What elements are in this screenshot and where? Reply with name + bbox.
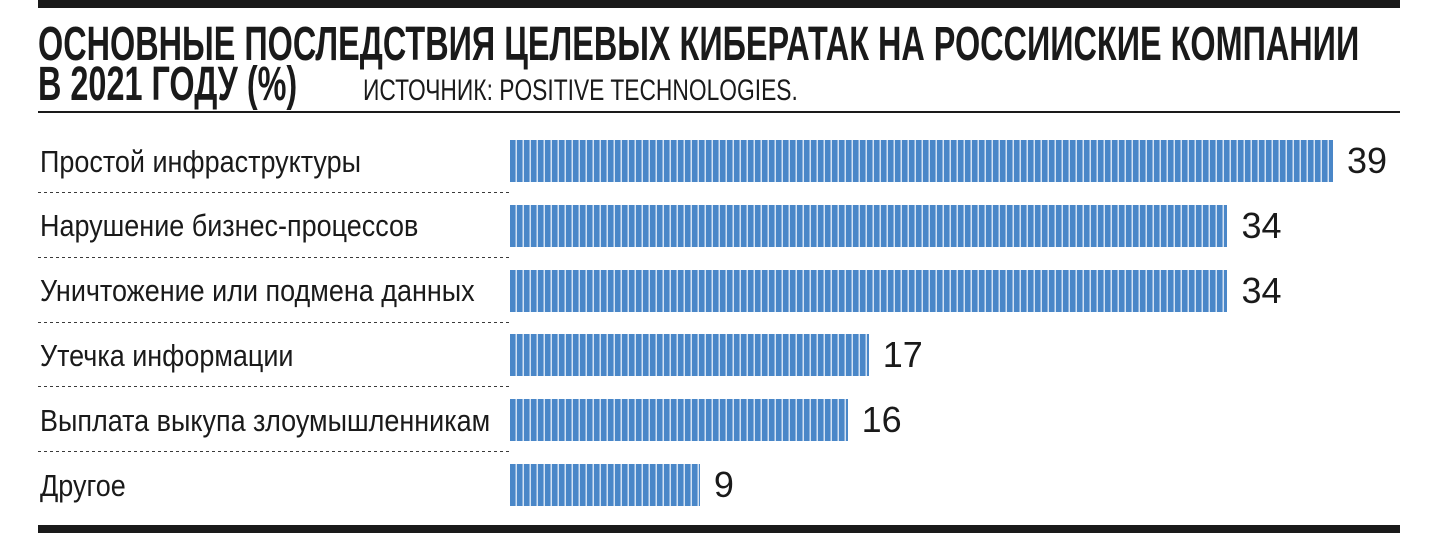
category-label-4: Утечка информации bbox=[40, 337, 294, 373]
category-label-3: Уничтожение или подмена данных bbox=[40, 273, 475, 309]
row-divider-3 bbox=[38, 321, 510, 323]
category-label-5: Выплата выкупа злоумышленникам bbox=[40, 402, 491, 438]
category-label-1: Простой инфраструктуры bbox=[40, 143, 361, 179]
bar-3 bbox=[510, 269, 1228, 312]
value-label-6: 9 bbox=[713, 464, 734, 505]
bottom-rule bbox=[38, 525, 1400, 533]
bar-row-2: Нарушение бизнес-процессов 34 bbox=[0, 204, 1440, 258]
bar-6 bbox=[510, 464, 700, 506]
top-rule bbox=[38, 0, 1400, 8]
value-label-5: 16 bbox=[861, 399, 902, 441]
row-divider-1 bbox=[38, 192, 510, 193]
row-divider-5 bbox=[38, 451, 510, 453]
bar-5 bbox=[510, 399, 848, 442]
value-label-2: 34 bbox=[1241, 204, 1282, 246]
bar-2 bbox=[510, 204, 1228, 247]
row-divider-2 bbox=[38, 256, 510, 258]
bar-4 bbox=[510, 334, 869, 377]
source-note: ИСТОЧНИК: POSITIVE TECHNOLOGIES. bbox=[363, 74, 798, 107]
value-label-3: 34 bbox=[1241, 269, 1282, 311]
category-label-6: Другое bbox=[40, 467, 126, 503]
chart-title: ОСНОВНЫЕ ПОСЛЕДСТВИЯ ЦЕЛЕВЫХ КИБЕРАТАК Н… bbox=[38, 25, 1360, 111]
bar-1 bbox=[510, 140, 1333, 182]
value-label-1: 39 bbox=[1347, 140, 1388, 181]
bar-row-4: Утечка информации 17 bbox=[0, 334, 1440, 388]
bar-row-6: Другое 9 bbox=[0, 464, 1440, 506]
header-rule bbox=[38, 111, 1400, 113]
bar-row-3: Уничтожение или подмена данных 34 bbox=[0, 269, 1440, 323]
title-area: ОСНОВНЫЕ ПОСЛЕДСТВИЯ ЦЕЛЕВЫХ КИБЕРАТАК Н… bbox=[38, 25, 1400, 117]
bar-row-5: Выплата выкупа злоумышленникам 16 bbox=[0, 399, 1440, 453]
bar-row-1: Простой инфраструктуры 39 bbox=[0, 140, 1440, 193]
value-label-4: 17 bbox=[882, 334, 923, 376]
row-divider-4 bbox=[38, 386, 510, 388]
category-label-2: Нарушение бизнес-процессов bbox=[40, 208, 419, 244]
